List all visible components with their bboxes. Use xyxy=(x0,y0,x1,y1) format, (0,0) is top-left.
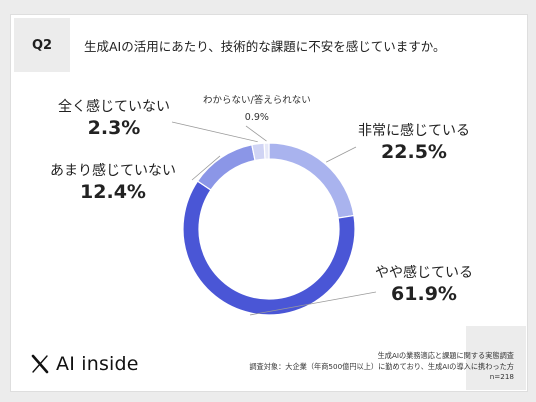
slice-value-very: 22.5% xyxy=(381,141,447,163)
leader-not-at-all xyxy=(171,121,258,143)
label-not-much: あまり感じていない 12.4% xyxy=(50,160,176,203)
source-corner-box xyxy=(466,326,526,390)
label-not-at-all: 全く感じていない 2.3% xyxy=(58,96,170,139)
slice-value-not-much: 12.4% xyxy=(80,181,146,203)
label-unknown: わからない/答えられない 0.9% xyxy=(203,92,311,123)
slice-value-somewhat: 61.9% xyxy=(391,283,457,305)
slice-name-unknown: わからない/答えられない xyxy=(203,95,311,106)
leader-somewhat xyxy=(250,291,377,316)
slice-value-not-at-all: 2.3% xyxy=(87,117,141,139)
leader-unknown xyxy=(245,125,267,142)
leader-not-much xyxy=(191,155,221,181)
question-text: 生成AIの活用にあたり、技術的な課題に不安を感じていますか。 xyxy=(84,39,446,54)
sample-size: n=218 xyxy=(489,372,514,381)
slice-name-very: 非常に感じている xyxy=(358,123,470,139)
brand-logo: AI inside xyxy=(30,353,139,375)
slice-somewhat xyxy=(182,180,356,316)
chart-card xyxy=(10,14,528,392)
x-mark-icon xyxy=(31,354,49,374)
source-title: 生成AIの業務適応と課題に関する実態調査 xyxy=(377,351,514,360)
slice-unknown xyxy=(263,142,270,160)
slice-name-not-at-all: 全く感じていない xyxy=(58,99,170,115)
logo-text: AI inside xyxy=(56,353,139,375)
label-somewhat: やや感じている 61.9% xyxy=(375,262,473,305)
source-note: 生成AIの業務適応と課題に関する実態調査 調査対象：大企業（年商500億円以上）… xyxy=(249,351,514,383)
question-number: Q2 xyxy=(14,18,70,72)
source-target: 調査対象：大企業（年商500億円以上）に勤めており、生成AIの導入に携わった方 xyxy=(249,361,514,371)
slice-value-unknown: 0.9% xyxy=(244,112,269,123)
label-very: 非常に感じている 22.5% xyxy=(358,120,470,163)
leader-very xyxy=(325,146,357,163)
slice-name-not-much: あまり感じていない xyxy=(50,163,176,179)
slice-name-somewhat: やや感じている xyxy=(375,265,473,281)
